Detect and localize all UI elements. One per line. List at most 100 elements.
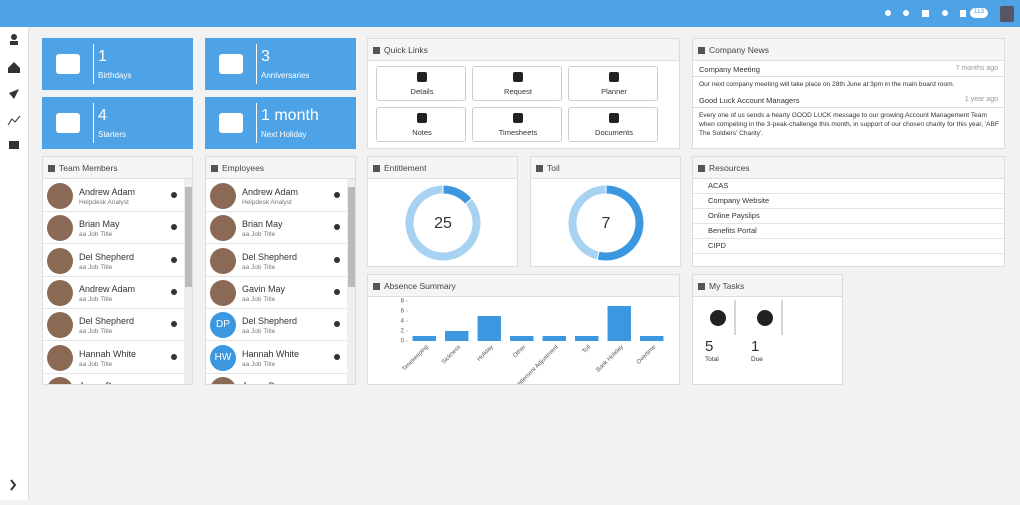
person-role: aa Job Title — [242, 328, 276, 336]
x-tick-label: Bank Holiday — [596, 344, 625, 373]
news-time: 1 year ago — [964, 96, 998, 103]
info-icon[interactable] — [334, 288, 340, 295]
my-tasks-panel: My Tasks 5 Total 1 Due — [692, 274, 843, 385]
person-name: Jason Donovan — [242, 381, 305, 384]
avatar — [47, 312, 73, 339]
info-icon[interactable] — [171, 288, 177, 295]
person-row — [206, 340, 347, 342]
row-line — [693, 208, 1004, 209]
quick-link-button[interactable]: Notes — [376, 107, 466, 142]
person-role: aa Job Title — [79, 295, 113, 303]
donut-center: 7 — [602, 215, 611, 232]
graphic — [219, 113, 243, 133]
tile-icon — [56, 113, 80, 133]
sidebar — [0, 27, 29, 500]
row-line — [693, 223, 1004, 224]
graphic — [417, 113, 427, 123]
person-role: aa Job Title — [79, 328, 113, 336]
resource-link[interactable]: Company Website — [708, 196, 770, 205]
avatar: HW — [210, 344, 236, 371]
info-icon[interactable] — [171, 321, 177, 328]
panel-icon — [211, 165, 218, 172]
quick-link-button[interactable]: Planner — [568, 66, 658, 101]
tile-label: Next Holiday — [261, 130, 307, 139]
panel-title: Quick Links — [368, 39, 679, 61]
person-role: aa Job Title — [79, 360, 113, 368]
news-header — [693, 92, 1004, 108]
tile-label: Anniversaries — [261, 71, 310, 80]
row-line — [693, 253, 1004, 254]
quick-link-icon — [513, 72, 523, 82]
donut-panel: Toil 7 — [530, 156, 681, 267]
resource-link[interactable]: CIPD — [708, 241, 726, 250]
x-tick-label: Other — [512, 344, 527, 359]
person-row — [206, 243, 347, 245]
quick-link-button[interactable]: Timesheets — [472, 107, 562, 142]
graphic — [609, 72, 619, 82]
absence-summary-panel: Absence Summary 0 2 4 6 8 Timekeeping Sickness H… — [367, 274, 680, 385]
summary-tile[interactable]: 3 Anniversaries — [205, 38, 356, 90]
person-name: Hannah White — [242, 348, 300, 359]
quick-link-label: Notes — [412, 128, 432, 137]
info-icon[interactable] — [334, 321, 340, 328]
resource-link[interactable]: Online Payslips — [708, 211, 760, 220]
avatar — [47, 279, 73, 306]
quick-link-label: Timesheets — [498, 128, 538, 137]
row-line — [693, 238, 1004, 239]
info-icon[interactable] — [171, 192, 177, 198]
quick-link-button[interactable]: Documents — [568, 107, 658, 142]
graphic: 7 — [567, 184, 645, 262]
panel-title: Toil — [531, 157, 680, 179]
avatar — [210, 215, 236, 242]
summary-tile[interactable]: 1 Birthdays — [42, 38, 193, 90]
person-role: aa Job Title — [242, 295, 276, 303]
info-icon[interactable] — [334, 224, 340, 231]
summary-tile[interactable]: 4 Starters — [42, 97, 193, 149]
person-name: Gavin May — [242, 283, 286, 294]
panel-icon — [698, 165, 705, 172]
info-icon[interactable] — [334, 256, 340, 263]
graphic — [698, 283, 705, 290]
avatar — [210, 183, 236, 209]
quick-link-icon — [417, 72, 427, 82]
panel-icon — [536, 165, 543, 172]
quick-links-panel: Quick Links Details Request Planner Notes Tim… — [367, 38, 680, 149]
row-line — [693, 193, 1004, 194]
resource-link[interactable]: Benefits Portal — [708, 226, 757, 235]
panel-title: Employees — [206, 157, 355, 179]
panel-title: Absence Summary — [368, 275, 679, 297]
graphic — [710, 300, 783, 335]
summary-tile[interactable]: 1 month Next Holiday — [205, 97, 356, 149]
donut-segment — [404, 184, 482, 262]
tile-value: 1 — [98, 48, 107, 65]
person-row — [43, 211, 184, 212]
quick-link-label: Documents — [595, 128, 633, 137]
info-icon[interactable] — [171, 256, 177, 263]
person-row — [43, 307, 184, 309]
person-name: Brian May — [79, 219, 120, 230]
resource-link[interactable]: ACAS — [708, 181, 729, 190]
quick-link-button[interactable]: Request — [472, 66, 562, 101]
tile-divider — [256, 103, 257, 143]
info-icon[interactable] — [334, 353, 340, 360]
tile-icon — [56, 54, 80, 74]
info-icon[interactable] — [334, 192, 340, 198]
tile-divider — [93, 103, 94, 143]
info-icon[interactable] — [171, 353, 177, 360]
person-name: Andrew Adam — [242, 187, 299, 197]
quick-link-button[interactable]: Details — [376, 66, 466, 101]
notification-badge[interactable]: 113 — [973, 8, 985, 15]
tile-icon — [219, 54, 243, 74]
person-name: Del Shepherd — [79, 316, 135, 327]
graphic — [56, 113, 80, 133]
avatar — [47, 376, 73, 384]
bar — [607, 306, 631, 341]
person-role: aa Job Title — [242, 231, 276, 239]
employees-panel: Employees Andrew Adam Helpdesk Analyst Bria… — [205, 156, 356, 385]
graphic: 25 — [404, 184, 482, 262]
info-icon[interactable] — [171, 224, 177, 231]
y-tick-label: 8 — [401, 299, 405, 305]
avatar — [47, 247, 73, 274]
panel-icon — [373, 283, 380, 290]
